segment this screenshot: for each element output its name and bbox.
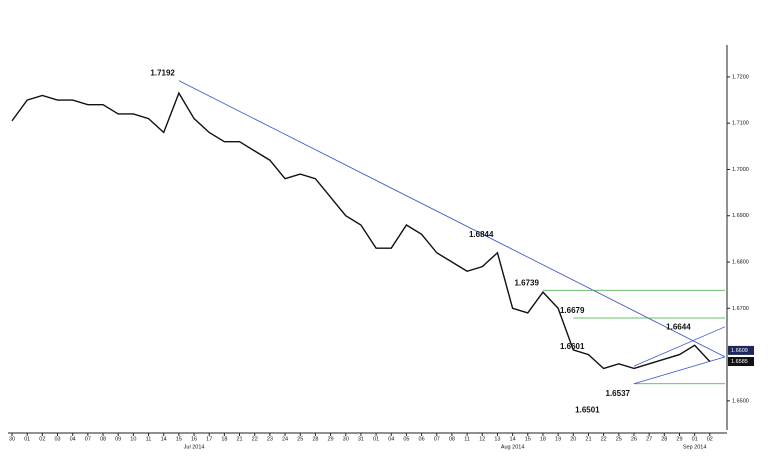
x-tick-label: 07 (434, 436, 440, 442)
x-tick-label: 02 (39, 436, 45, 442)
x-tick-label: 15 (176, 436, 182, 442)
annotation: 1.6679 (560, 306, 585, 315)
x-tick-label: 27 (646, 436, 652, 442)
price-line (11, 91, 711, 370)
price-tag (728, 357, 754, 367)
trend-line (633, 356, 726, 385)
x-tick-label: 22 (252, 436, 258, 442)
x-tick-label: 11 (146, 436, 152, 442)
y-tick-label: 1.6500 (732, 398, 749, 404)
annotation: 1.6537 (606, 389, 631, 398)
x-tick-label: 30 (343, 436, 349, 442)
x-tick-label: 14 (510, 436, 516, 442)
x-tick-label: 25 (616, 436, 622, 442)
x-tick-label: 04 (70, 436, 76, 442)
y-tick-label: 1.6800 (732, 259, 749, 265)
x-tick-label: 23 (267, 436, 273, 442)
annotation: 1.7192 (150, 69, 175, 78)
x-tick-label: 14 (161, 436, 167, 442)
x-tick-label: 29 (676, 436, 682, 442)
x-tick-label: 24 (282, 436, 288, 442)
price-tag (728, 345, 754, 355)
x-tick-label: 11 (464, 436, 470, 442)
x-tick-label: 22 (601, 436, 607, 442)
x-tick-label: 12 (479, 436, 485, 442)
x-tick-label: 02 (707, 436, 713, 442)
price-tag-label: 1.6585 (731, 359, 748, 365)
x-tick-label: 16 (191, 436, 197, 442)
x-tick-label: 21 (585, 436, 591, 442)
month-label: Jul 2014 (184, 444, 205, 450)
x-tick-label: 31 (358, 436, 364, 442)
x-tick-label: 17 (206, 436, 212, 442)
x-tick-label: 01 (373, 436, 379, 442)
x-tick-label: 18 (221, 436, 227, 442)
x-tick-label: 05 (403, 436, 409, 442)
x-tick-label: 19 (555, 436, 561, 442)
x-tick-label: 10 (130, 436, 136, 442)
annotation: 1.6601 (560, 342, 585, 351)
y-tick-label: 1.7200 (732, 74, 749, 80)
x-tick-label: 01 (24, 436, 30, 442)
x-tick-label: 18 (540, 436, 546, 442)
x-tick-label: 03 (54, 436, 60, 442)
price-tag-label: 1.6609 (731, 348, 748, 354)
y-tick-label: 1.6900 (732, 213, 749, 219)
x-tick-label: 09 (115, 436, 121, 442)
x-tick-label: 25 (297, 436, 303, 442)
x-tick-label: 01 (692, 436, 698, 442)
y-tick-label: 1.7000 (732, 167, 749, 173)
annotation: 1.6644 (666, 322, 691, 331)
y-tick-label: 1.7100 (732, 121, 749, 127)
x-tick-label: 04 (388, 436, 394, 442)
x-tick-label: 30 (9, 436, 15, 442)
trend-line (178, 80, 726, 358)
x-tick-label: 08 (100, 436, 106, 442)
x-tick-label: 08 (449, 436, 455, 442)
trend-line (633, 326, 726, 367)
x-tick-label: 06 (419, 436, 425, 442)
annotation: 1.6844 (469, 230, 494, 239)
x-tick-label: 28 (312, 436, 318, 442)
x-tick-label: 20 (570, 436, 576, 442)
annotation: 1.6739 (514, 278, 539, 287)
x-tick-label: 07 (85, 436, 91, 442)
x-tick-label: 28 (661, 436, 667, 442)
x-tick-label: 13 (494, 436, 500, 442)
x-tick-label: 21 (236, 436, 242, 442)
annotation: 1.6501 (575, 405, 600, 414)
x-tick-label: 15 (525, 436, 531, 442)
x-tick-label: 29 (328, 436, 334, 442)
month-label: Sep 2014 (683, 444, 707, 450)
x-tick-label: 26 (631, 436, 637, 442)
y-tick-label: 1.6700 (732, 306, 749, 312)
month-label: Aug 2014 (501, 444, 525, 450)
